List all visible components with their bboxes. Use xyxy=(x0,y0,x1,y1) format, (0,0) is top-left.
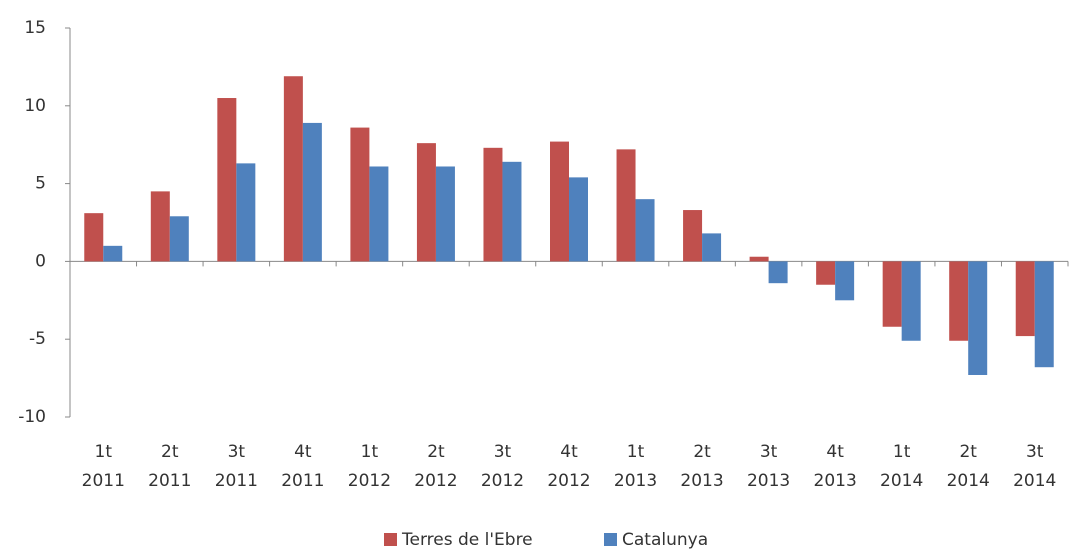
legend-label: Catalunya xyxy=(622,530,708,550)
bar xyxy=(550,141,569,262)
x-tick-label: 2013 xyxy=(747,471,790,491)
legend-label: Terres de l'Ebre xyxy=(401,530,533,550)
bar xyxy=(816,261,836,285)
x-tick-label: 2013 xyxy=(680,471,723,491)
bar xyxy=(1034,261,1054,368)
bar xyxy=(350,127,370,262)
x-tick-label: 2013 xyxy=(614,471,657,491)
x-tick-label: 1t xyxy=(95,442,113,462)
x-tick-label: 2t xyxy=(427,442,445,462)
bar xyxy=(103,245,123,262)
bar xyxy=(616,149,636,262)
x-tick-label: 1t xyxy=(893,442,911,462)
bar xyxy=(635,199,655,262)
x-tick-label: 1t xyxy=(361,442,379,462)
bar xyxy=(968,261,988,375)
x-tick-label: 3t xyxy=(760,442,778,462)
bar xyxy=(901,261,921,341)
x-tick-label: 4t xyxy=(560,442,578,462)
bar xyxy=(882,261,902,327)
x-tick-label: 2011 xyxy=(148,471,191,491)
y-tick-label: -5 xyxy=(29,329,46,349)
x-tick-label: 3t xyxy=(494,442,512,462)
bar xyxy=(949,261,969,341)
x-tick-label: 2012 xyxy=(481,471,524,491)
bar xyxy=(768,261,788,284)
bar xyxy=(217,98,237,262)
x-tick-label: 4t xyxy=(294,442,312,462)
x-tick-label: 2t xyxy=(161,442,179,462)
y-tick-label: -10 xyxy=(18,407,46,427)
bar xyxy=(749,256,769,262)
y-tick-label: 5 xyxy=(35,174,46,194)
x-tick-label: 4t xyxy=(826,442,844,462)
x-tick-label: 1t xyxy=(627,442,645,462)
bar xyxy=(84,213,104,262)
x-tick-label: 2012 xyxy=(348,471,391,491)
bar xyxy=(683,210,703,262)
legend-swatch xyxy=(384,533,397,546)
x-tick-label: 2012 xyxy=(547,471,590,491)
x-tick-label: 2011 xyxy=(82,471,125,491)
bar xyxy=(502,161,522,262)
bar xyxy=(1015,261,1035,337)
bar xyxy=(702,233,722,262)
y-tick-label: 10 xyxy=(24,96,46,116)
x-tick-label: 2014 xyxy=(1013,471,1056,491)
legend-swatch xyxy=(604,533,617,546)
x-tick-label: 2t xyxy=(959,442,977,462)
bar xyxy=(569,177,588,262)
x-tick-label: 3t xyxy=(1026,442,1044,462)
y-tick-label: 15 xyxy=(24,18,46,38)
bar xyxy=(435,166,455,262)
x-tick-label: 2013 xyxy=(814,471,857,491)
bar xyxy=(236,163,256,262)
bar xyxy=(416,143,436,262)
x-tick-label: 2011 xyxy=(215,471,258,491)
bar xyxy=(369,166,389,262)
bar xyxy=(302,122,322,262)
x-tick-label: 2014 xyxy=(947,471,990,491)
bar xyxy=(169,216,189,262)
x-tick-label: 2012 xyxy=(414,471,457,491)
bar xyxy=(835,261,855,301)
x-tick-label: 2011 xyxy=(281,471,324,491)
x-tick-label: 2t xyxy=(693,442,711,462)
bar xyxy=(150,191,170,262)
bar xyxy=(283,76,303,262)
x-tick-label: 3t xyxy=(228,442,246,462)
x-tick-label: 2014 xyxy=(880,471,923,491)
y-tick-label: 0 xyxy=(35,251,46,271)
bar xyxy=(483,147,503,262)
